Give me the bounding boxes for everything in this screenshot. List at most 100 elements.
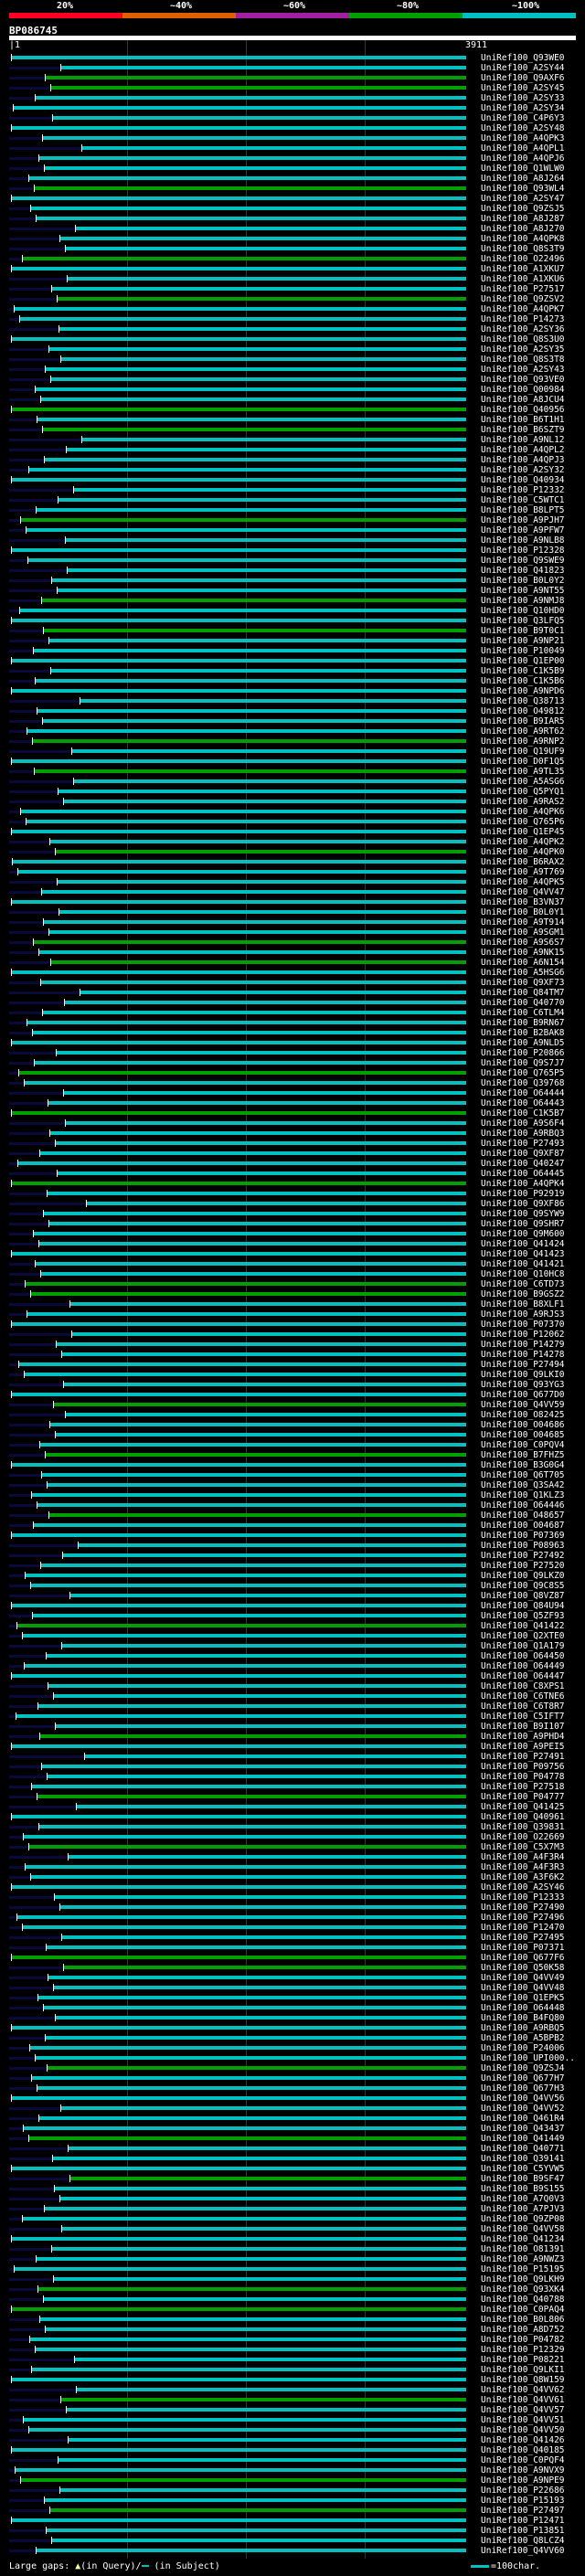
alignment-bar[interactable] [61, 1644, 466, 1648]
hit-label[interactable]: UniRef100_B4FQ80 [481, 2013, 565, 2023]
hit-label[interactable]: UniRef100_Q8LCZ4 [481, 2536, 565, 2546]
alignment-bar[interactable] [55, 850, 466, 853]
hit-label[interactable]: UniRef100_O64449 [481, 1661, 565, 1671]
alignment-bar[interactable] [51, 2539, 466, 2542]
hit-row[interactable]: UniRef100_Q765P6 [0, 817, 585, 827]
hit-row[interactable]: UniRef100_A8D752 [0, 2325, 585, 2335]
alignment-bar[interactable] [20, 518, 466, 522]
hit-row[interactable]: UniRef100_Q43437 [0, 2124, 585, 2134]
hit-label[interactable]: UniRef100_P14273 [481, 314, 565, 324]
hit-label[interactable]: UniRef100_A2SY35 [481, 345, 565, 355]
hit-row[interactable]: UniRef100_Q1A179 [0, 1641, 585, 1651]
hit-label[interactable]: UniRef100_Q4VV56 [481, 2094, 565, 2104]
alignment-bar[interactable] [17, 870, 466, 874]
hit-row[interactable]: UniRef100_A2SY35 [0, 345, 585, 355]
hit-row[interactable]: UniRef100_Q41426 [0, 2435, 585, 2445]
alignment-bar[interactable] [11, 689, 466, 693]
hit-label[interactable]: UniRef100_A8D752 [481, 2325, 565, 2335]
hit-label[interactable]: UniRef100_P27497 [481, 2506, 565, 2516]
hit-row[interactable]: UniRef100_P08221 [0, 2355, 585, 2365]
hit-row[interactable]: UniRef100_A4QPL1 [0, 143, 585, 154]
hit-row[interactable]: UniRef100_A9NK15 [0, 948, 585, 958]
hit-label[interactable]: UniRef100_O82425 [481, 1410, 565, 1420]
alignment-bar[interactable] [58, 790, 466, 793]
hit-label[interactable]: UniRef100_Q41425 [481, 1802, 565, 1812]
hit-label[interactable]: UniRef100_B3G0G4 [481, 1460, 565, 1470]
hit-row[interactable]: UniRef100_C1K5B7 [0, 1108, 585, 1118]
hit-row[interactable]: UniRef100_C1K5B6 [0, 676, 585, 686]
alignment-bar[interactable] [31, 2368, 466, 2371]
hit-label[interactable]: UniRef100_P07371 [481, 1943, 565, 1953]
hit-label[interactable]: UniRef100_A2SY47 [481, 194, 565, 204]
hit-row[interactable]: UniRef100_Q50K58 [0, 1963, 585, 1973]
hit-label[interactable]: UniRef100_P14279 [481, 1340, 565, 1350]
hit-row[interactable]: UniRef100_Q9XF87 [0, 1149, 585, 1159]
alignment-bar[interactable] [11, 478, 466, 482]
alignment-bar[interactable] [24, 1081, 466, 1085]
hit-label[interactable]: UniRef100_A9RJS3 [481, 1309, 565, 1320]
hit-row[interactable]: UniRef100_A9NL12 [0, 435, 585, 445]
hit-row[interactable]: UniRef100_C6TNE6 [0, 1691, 585, 1701]
hit-label[interactable]: UniRef100_Q9XF86 [481, 1199, 565, 1209]
hit-row[interactable]: UniRef100_C6T8R7 [0, 1701, 585, 1712]
hit-row[interactable]: UniRef100_A7Q0V3 [0, 2194, 585, 2204]
alignment-bar[interactable] [16, 1714, 466, 1718]
hit-label[interactable]: UniRef100_Q40961 [481, 1812, 565, 1822]
alignment-bar[interactable] [22, 1634, 466, 1638]
alignment-bar[interactable] [49, 840, 466, 843]
hit-label[interactable]: UniRef100_Q40247 [481, 1159, 565, 1169]
hit-label[interactable]: UniRef100_C8XPS1 [481, 1681, 565, 1691]
hit-row[interactable]: UniRef100_B8LPT5 [0, 505, 585, 515]
alignment-bar[interactable] [58, 2458, 466, 2462]
hit-label[interactable]: UniRef100_P27496 [481, 1913, 565, 1923]
hit-row[interactable]: UniRef100_P07371 [0, 1943, 585, 1953]
hit-label[interactable]: UniRef100_P12332 [481, 485, 565, 495]
alignment-bar[interactable] [43, 2297, 466, 2301]
hit-label[interactable]: UniRef100_Q4VV50 [481, 2425, 565, 2435]
hit-row[interactable]: UniRef100_Q4VV56 [0, 2094, 585, 2104]
alignment-bar[interactable] [11, 1956, 466, 1959]
hit-row[interactable]: UniRef100_B6T1H1 [0, 415, 585, 425]
alignment-bar[interactable] [55, 1433, 466, 1436]
alignment-bar[interactable] [40, 398, 466, 401]
alignment-bar[interactable] [19, 317, 466, 321]
hit-label[interactable]: UniRef100_P12328 [481, 546, 565, 556]
hit-row[interactable]: UniRef100_P09756 [0, 1762, 585, 1772]
hit-row[interactable]: UniRef100_P14279 [0, 1340, 585, 1350]
hit-label[interactable]: UniRef100_B2BAK8 [481, 1028, 565, 1038]
hit-row[interactable]: UniRef100_A9PFW7 [0, 525, 585, 535]
hit-label[interactable]: UniRef100_A5HSG6 [481, 968, 565, 978]
hit-label[interactable]: UniRef100_O81391 [481, 2244, 565, 2254]
hit-row[interactable]: UniRef100_Q9SYW9 [0, 1209, 585, 1219]
hit-row[interactable]: UniRef100_P04777 [0, 1792, 585, 1802]
hit-label[interactable]: UniRef100_Q9XF87 [481, 1149, 565, 1159]
hit-row[interactable]: UniRef100_Q19UF9 [0, 747, 585, 757]
hit-row[interactable]: UniRef100_Q93YG3 [0, 1380, 585, 1390]
hit-label[interactable]: UniRef100_O48657 [481, 1511, 565, 1521]
hit-label[interactable]: UniRef100_P09756 [481, 1762, 565, 1772]
hit-label[interactable]: UniRef100_B8XLF1 [481, 1299, 565, 1309]
hit-label[interactable]: UniRef100_O64443 [481, 1098, 565, 1108]
alignment-bar[interactable] [37, 418, 466, 421]
hit-label[interactable]: UniRef100_Q39141 [481, 2154, 565, 2164]
alignment-bar[interactable] [35, 2348, 466, 2351]
alignment-bar[interactable] [24, 1664, 466, 1668]
alignment-bar[interactable] [55, 2016, 466, 2019]
hit-label[interactable]: UniRef100_O22496 [481, 254, 565, 264]
hit-row[interactable]: UniRef100_P27520 [0, 1561, 585, 1571]
hit-label[interactable]: UniRef100_A4QPL2 [481, 445, 565, 455]
hit-label[interactable]: UniRef100_A4QPK4 [481, 1179, 565, 1189]
hit-row[interactable]: UniRef100_Q39141 [0, 2154, 585, 2164]
hit-row[interactable]: UniRef100_A4QPK5 [0, 877, 585, 887]
hit-label[interactable]: UniRef100_Q9SYW9 [481, 1209, 565, 1219]
hit-row[interactable]: UniRef100_Q9ZSV2 [0, 294, 585, 304]
alignment-bar[interactable] [54, 1895, 466, 1899]
hit-label[interactable]: UniRef100_Q9AXF6 [481, 73, 565, 83]
hit-row[interactable]: UniRef100_Q1KLZ3 [0, 1490, 585, 1500]
alignment-bar[interactable] [63, 1966, 466, 1969]
alignment-bar[interactable] [36, 2549, 466, 2552]
hit-label[interactable]: UniRef100_O49812 [481, 706, 565, 716]
alignment-bar[interactable] [56, 1342, 466, 1346]
hit-label[interactable]: UniRef100_Q4VV51 [481, 2415, 565, 2425]
hit-label[interactable]: UniRef100_A2SY44 [481, 63, 565, 73]
